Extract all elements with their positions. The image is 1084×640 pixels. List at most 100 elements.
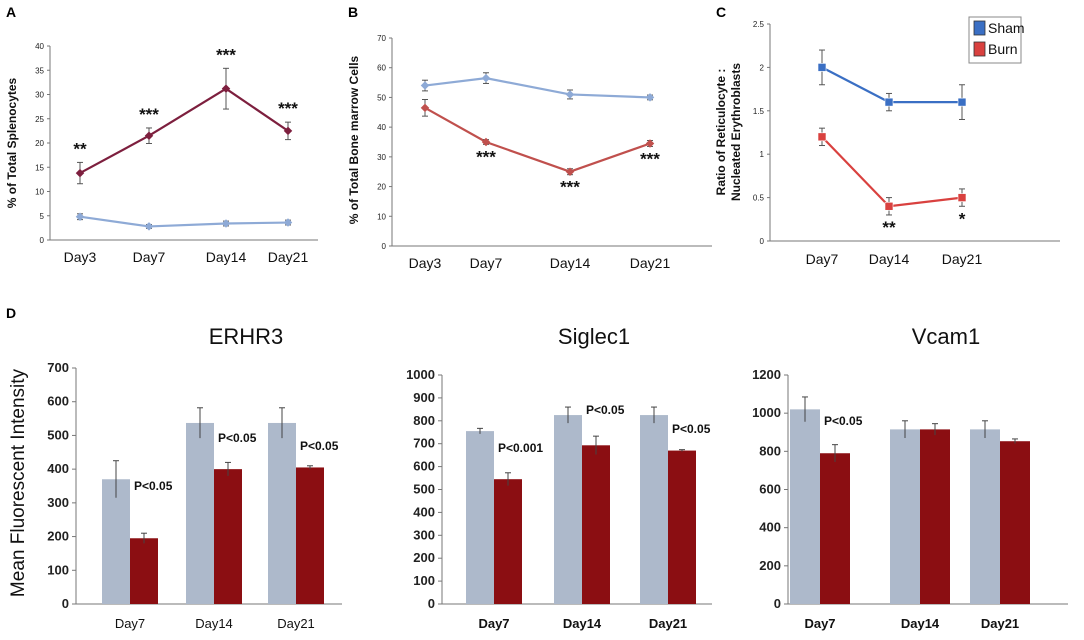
bar-chart-siglec1-sham-bar — [640, 415, 668, 604]
bar-chart-siglec1-p-value: P<0.05 — [672, 422, 711, 436]
bar-chart-siglec1-y-tick-label: 700 — [413, 436, 435, 451]
panel-c-y-tick-label: 1.5 — [753, 107, 765, 116]
bar-chart-erhr3-y-tick-label: 400 — [47, 461, 69, 476]
panel-b-y-tick-label: 40 — [377, 123, 386, 132]
legend-swatch-burn — [973, 41, 986, 57]
bar-chart-erhr3-y-tick-label: 300 — [47, 495, 69, 510]
panel-c-burn-point — [957, 193, 967, 202]
bar-chart-erhr3-y-tick-label: 100 — [47, 562, 69, 577]
panel-b-burn-line — [424, 106, 651, 173]
bar-chart-erhr3-sham-bar — [102, 479, 130, 604]
bar-chart-erhr3-sham-bar — [268, 422, 296, 604]
panel-c-burn-point — [884, 201, 894, 211]
panel-a-significance-mark: *** — [139, 105, 159, 124]
panel-b-y-tick-label: 30 — [377, 153, 386, 162]
bar-chart-siglec1-x-label: Day14 — [563, 616, 602, 631]
panel-a-y-tick-label: 0 — [40, 236, 45, 245]
bar-chart-siglec1-sham-bar — [466, 431, 494, 604]
bar-chart-erhr3-p-value: P<0.05 — [300, 439, 339, 453]
panel-label-a: A — [6, 4, 16, 20]
bar-chart-vcam1-y-tick-label: 400 — [759, 520, 781, 535]
bar-chart-siglec1-y-tick-label: 900 — [413, 390, 435, 405]
panel-a-y-tick-label: 10 — [35, 188, 44, 197]
panel-a-y-tick-label: 20 — [35, 139, 44, 148]
panel-a-burn-point — [144, 131, 154, 140]
panel-a-sham-point — [75, 212, 85, 221]
bar-chart-siglec1-y-tick-label: 800 — [413, 413, 435, 428]
bar-chart-siglec1-x-label: Day7 — [478, 616, 509, 631]
bar-chart-vcam1-sham-bar — [790, 409, 820, 604]
panel-c-burn-point — [817, 132, 827, 142]
panel-b-x-label: Day3 — [409, 255, 442, 271]
panel-c-significance-mark: ** — [882, 218, 896, 237]
bar-chart-erhr3-burn-bar — [214, 469, 242, 604]
panel-c-sham-point — [884, 97, 894, 107]
bar-chart-erhr3-y-tick-label: 500 — [47, 427, 69, 442]
bar-chart-siglec1-y-tick-label: 0 — [428, 596, 435, 611]
bar-chart-erhr3-y-tick-label: 0 — [62, 596, 69, 611]
panel-c-y-axis-title: Nucleated Erythroblasts — [729, 63, 743, 201]
bar-chart-erhr3-burn-bar — [296, 467, 324, 604]
panel-a-y-tick-label: 5 — [40, 212, 45, 221]
bar-chart-vcam1-sham-bar — [890, 429, 920, 604]
panel-a-significance-mark: ** — [73, 139, 87, 158]
bar-chart-siglec1-x-label: Day21 — [649, 616, 687, 631]
bar-chart-erhr3-p-value: P<0.05 — [134, 479, 173, 493]
bar-charts-y-axis-title: Mean Fluorescent Intensity — [8, 368, 29, 597]
bar-chart-erhr3-y-tick-label: 200 — [47, 529, 69, 544]
bar-chart-vcam1-x-label: Day21 — [981, 616, 1019, 631]
bar-chart-siglec1-y-tick-label: 200 — [413, 550, 435, 565]
panel-a-x-label: Day7 — [133, 249, 166, 265]
legend-label-sham: Sham — [988, 20, 1025, 36]
panel-a-significance-mark: *** — [278, 99, 298, 118]
panel-a-sham-point — [221, 219, 231, 228]
panel-c-y-tick-label: 0 — [760, 237, 765, 246]
panel-a-y-tick-label: 40 — [35, 42, 44, 51]
panel-b-significance-mark: *** — [476, 147, 496, 166]
panel-b-sham-line — [424, 77, 651, 99]
bar-chart-siglec1-y-tick-label: 100 — [413, 573, 435, 588]
panel-b-x-label: Day7 — [470, 255, 503, 271]
legend-swatch-sham — [973, 20, 986, 36]
panel-c-significance-mark: * — [959, 209, 966, 228]
bar-chart-siglec1-sham-bar — [554, 415, 582, 604]
bar-chart-erhr3-y-tick-label: 700 — [47, 360, 69, 375]
bar-chart-siglec1-p-value: P<0.001 — [498, 441, 543, 455]
bar-chart-erhr3-burn-bar — [130, 538, 158, 604]
panel-b-sham-point — [565, 90, 575, 99]
panel-a-y-tick-label: 35 — [35, 66, 44, 75]
panel-a-sham-point — [144, 222, 154, 231]
bar-chart-vcam1-y-tick-label: 1000 — [752, 405, 781, 420]
bar-chart-siglec1-y-tick-label: 400 — [413, 504, 435, 519]
panel-c-y-tick-label: 0.5 — [753, 194, 765, 203]
panel-b-y-tick-label: 20 — [377, 183, 386, 192]
panel-a-burn-point — [283, 126, 293, 136]
panel-b-sham-point — [420, 81, 430, 90]
legend-label-burn: Burn — [988, 41, 1018, 57]
bar-chart-siglec1-burn-bar — [494, 479, 522, 604]
bar-chart-vcam1-y-tick-label: 600 — [759, 482, 781, 497]
panel-a-significance-mark: *** — [216, 45, 236, 64]
bar-chart-vcam1-x-label: Day14 — [901, 616, 940, 631]
bar-chart-vcam1-burn-bar — [1000, 441, 1030, 604]
panel-label-c: C — [716, 4, 726, 20]
panel-b-significance-mark: *** — [560, 178, 580, 197]
bar-chart-vcam1-y-tick-label: 800 — [759, 443, 781, 458]
bar-chart-vcam1-sham-bar — [970, 429, 1000, 604]
bar-chart-siglec1-y-tick-label: 1000 — [406, 367, 435, 382]
panel-c-y-axis-title: Ratio of Reticulocyte : — [714, 69, 728, 196]
panel-b-y-tick-label: 70 — [377, 34, 386, 43]
panel-b-burn-point — [481, 137, 491, 147]
panel-a-burn-point — [221, 84, 231, 93]
panel-c-sham-point — [817, 63, 827, 72]
panel-c-y-tick-label: 1 — [760, 150, 765, 159]
panel-b-y-tick-label: 60 — [377, 64, 386, 73]
panel-b-y-tick-label: 50 — [377, 93, 386, 102]
panel-a-burn-point — [75, 168, 85, 178]
panel-b-x-label: Day14 — [550, 255, 591, 271]
bar-chart-siglec1-p-value: P<0.05 — [586, 403, 625, 417]
panel-b-x-label: Day21 — [630, 255, 671, 271]
panel-c-sham-point — [957, 97, 967, 107]
bar-chart-erhr3-title: ERHR3 — [209, 324, 284, 349]
